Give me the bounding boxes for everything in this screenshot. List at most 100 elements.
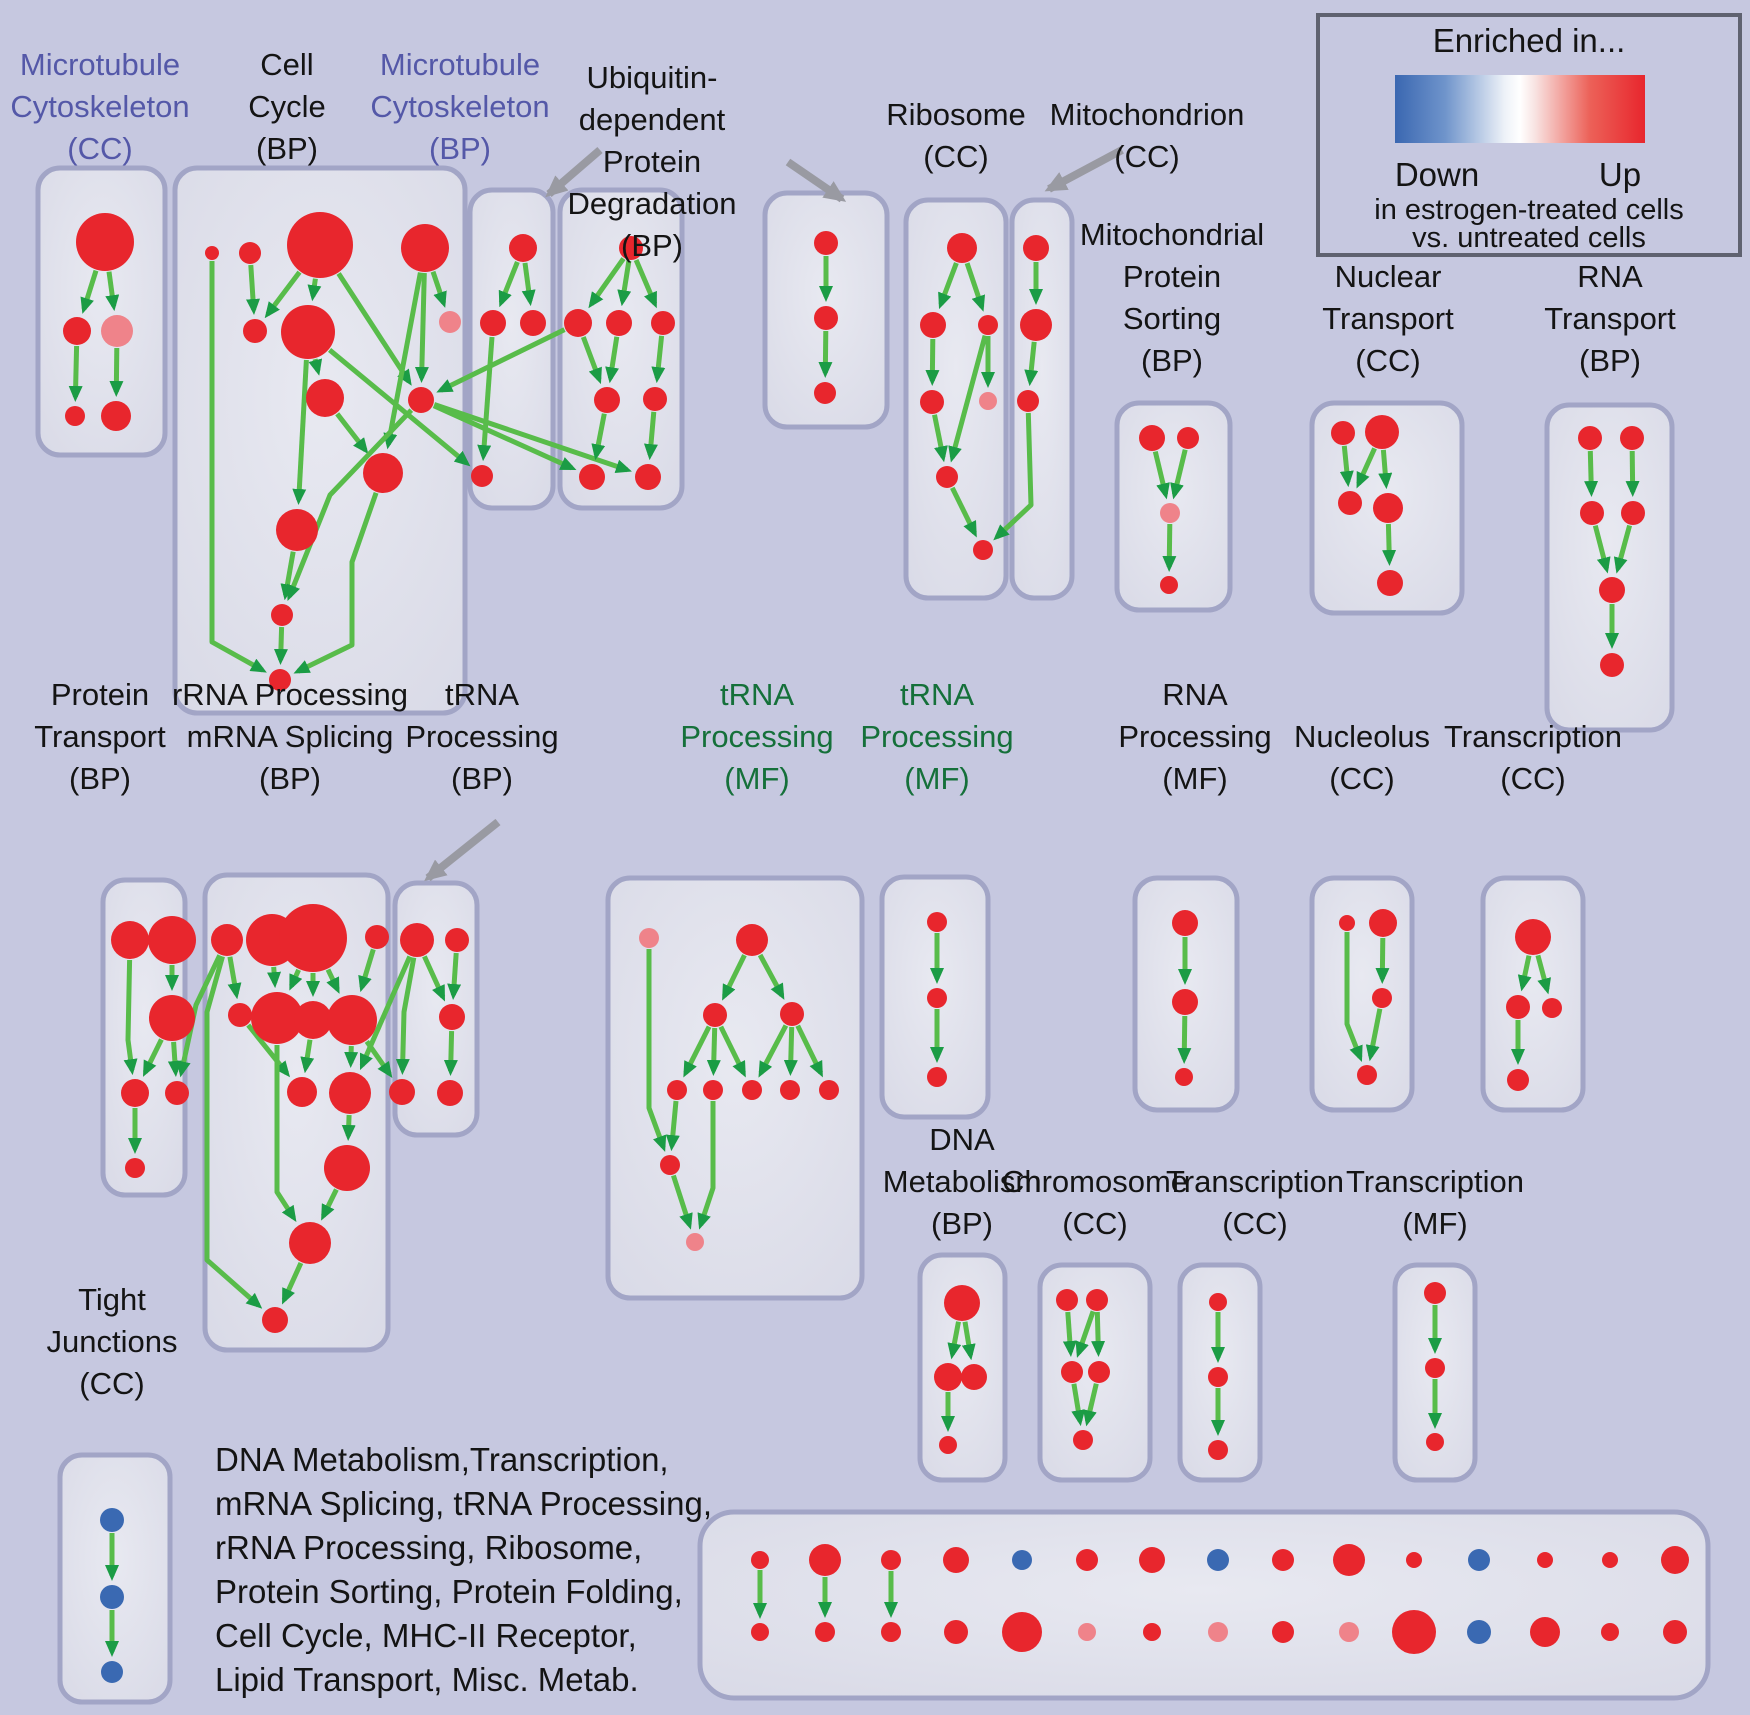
label-tmf3: Transcription (MF) [1346, 1164, 1524, 1241]
node-tf2 [1425, 1358, 1445, 1378]
node-sA2 [881, 1550, 901, 1570]
node-trbp3 [439, 1004, 465, 1030]
legend-subtitle-line2: vs. untreated cells [1412, 222, 1646, 254]
edge-rnt3-rnt5 [1592, 524, 1611, 574]
node-sA12 [1537, 1552, 1553, 1568]
edge-pt3-pt5 [167, 1041, 182, 1077]
node-cc1 [205, 246, 219, 260]
node-nuc1 [1331, 421, 1355, 445]
node-ch5 [1073, 1430, 1093, 1450]
node-ubl1 [619, 236, 643, 260]
edge-cc8-cc12 [286, 408, 414, 602]
label-nuct: Nuclear Transport (CC) [1322, 259, 1454, 378]
edge-mbp1-mbp3 [521, 262, 536, 307]
node-sB12 [1530, 1617, 1560, 1647]
edge-mbp2-mbp4 [477, 336, 495, 462]
node-t3 [703, 1003, 727, 1027]
edge-rnt2-rnt4 [1625, 450, 1640, 497]
node-pt4 [121, 1079, 149, 1107]
label-tcc2: Transcription (CC) [1166, 1164, 1344, 1241]
node-t6 [703, 1080, 723, 1100]
node-dn4 [939, 1436, 957, 1454]
node-cc8 [408, 387, 434, 413]
node-tc2 [1506, 995, 1530, 1019]
edge-mps2-mps3 [1170, 449, 1188, 500]
edge-rib6-rib7 [950, 486, 977, 538]
edge-rib2-rib4 [925, 338, 940, 386]
node-sB5 [1078, 1623, 1096, 1641]
label-mbp: Microtubule Cytoskeleton (BP) [370, 47, 549, 166]
edge-ubr2-ubr3 [818, 330, 833, 378]
legend-up-label: Up [1599, 156, 1641, 193]
edge-ubl6-ubl8 [643, 411, 658, 461]
node-sB10 [1392, 1610, 1436, 1654]
edge-cc9-cc10 [335, 412, 369, 455]
edge-rp2-rp3 [1177, 1015, 1192, 1064]
edge-mcc1-mcc3 [105, 271, 120, 312]
edge-t4-t9 [795, 1024, 823, 1078]
label-ub: Ubiquitin-dependent Protein Degradation (BP… [568, 60, 737, 263]
node-sA4 [1012, 1550, 1032, 1570]
node-mps4 [1160, 576, 1178, 594]
node-mit3 [1017, 390, 1039, 412]
edge-rr1-rr13 [204, 955, 263, 1309]
edge-tc1-tc3 [1535, 954, 1552, 995]
node-rr13 [262, 1307, 288, 1333]
edge-t4-t7 [758, 1024, 789, 1078]
cluster-box-microtubule-bp [467, 187, 556, 511]
edge-ubl5-ubl7 [591, 413, 607, 461]
node-mcc1 [76, 213, 134, 271]
node-mit1 [1023, 235, 1049, 261]
caption-line: rRNA Processing, Ribosome, [215, 1529, 643, 1566]
edge-rib1-rib3 [964, 262, 986, 312]
node-sB11 [1467, 1620, 1491, 1644]
node-nc2 [1369, 909, 1397, 937]
node-tj2 [100, 1585, 124, 1609]
node-t2 [736, 924, 768, 956]
node-t4 [780, 1002, 804, 1026]
node-rib4 [920, 390, 944, 414]
node-trbp1 [400, 923, 434, 957]
legend-down-label: Down [1395, 156, 1479, 193]
node-cc5 [243, 319, 267, 343]
edge-trbp1-rr10 [359, 955, 413, 1071]
node-ubl5 [594, 387, 620, 413]
label-trbp: tRNA Processing (BP) [405, 677, 558, 796]
edge-cc12-cc13 [273, 626, 288, 665]
node-sA6 [1139, 1547, 1165, 1573]
node-rr1 [211, 924, 243, 956]
node-sA10 [1406, 1552, 1422, 1568]
node-nc1 [1339, 915, 1355, 931]
edge-t1-t10 [646, 949, 667, 1152]
edge-t3-t5 [683, 1025, 712, 1078]
node-rib1 [947, 233, 977, 263]
edge-tc1-tc2 [1517, 955, 1532, 992]
node-sB1 [815, 1622, 835, 1642]
node-t9 [819, 1080, 839, 1100]
node-ch1 [1056, 1289, 1078, 1311]
node-cc13 [269, 669, 291, 691]
edge-trbp1-trbp4 [395, 957, 417, 1075]
edge-cc4-cc7 [430, 270, 447, 308]
node-nc4 [1357, 1065, 1377, 1085]
caption-line: Protein Sorting, Protein Folding, [215, 1573, 683, 1610]
node-nuc2 [1365, 415, 1399, 449]
label-cc: Cell Cycle (BP) [248, 47, 326, 166]
node-ubl7 [579, 464, 605, 490]
node-rr3 [279, 904, 347, 972]
cluster-box-summary [697, 1509, 1711, 1701]
node-rnt6 [1600, 653, 1624, 677]
edge-pt1-pt4 [123, 959, 138, 1076]
cluster-box-mitochondrion [1009, 197, 1075, 601]
node-mcc5 [101, 401, 131, 431]
node-rp2 [1172, 989, 1198, 1015]
edge-rr6-rr12 [274, 1045, 297, 1222]
cluster-box-trna-mf-large [605, 875, 865, 1301]
edge-cc8-ubl7 [432, 403, 577, 471]
edge-ch2-ch3 [1075, 1310, 1096, 1358]
node-cc3 [287, 212, 353, 278]
edge-rr10-rr11 [341, 1114, 356, 1141]
node-sB6 [1143, 1623, 1161, 1641]
node-cc9 [306, 379, 344, 417]
edge-ubl2-ubl5 [580, 336, 602, 385]
